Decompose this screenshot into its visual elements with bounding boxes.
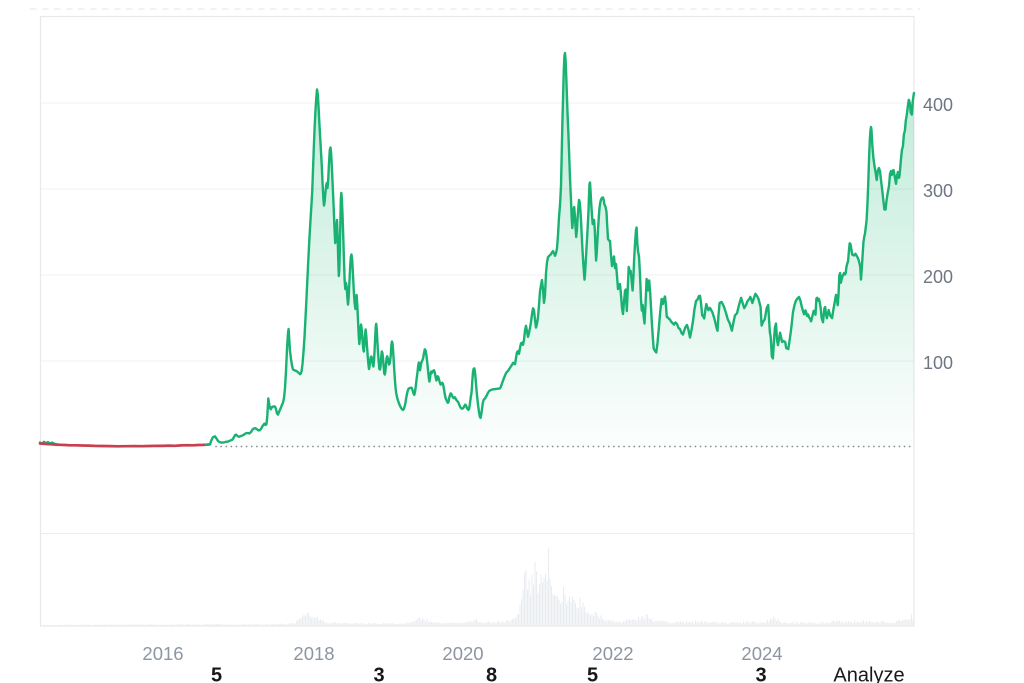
svg-text:2020: 2020 (442, 643, 483, 664)
svg-text:200: 200 (923, 267, 953, 287)
svg-text:400: 400 (923, 95, 953, 115)
svg-text:8: 8 (486, 665, 497, 683)
svg-text:5: 5 (211, 665, 222, 683)
svg-text:3: 3 (755, 665, 766, 683)
svg-text:2018: 2018 (293, 643, 334, 664)
svg-text:2016: 2016 (142, 643, 183, 664)
svg-text:3: 3 (373, 665, 384, 683)
svg-text:Analyze: Analyze (833, 665, 904, 683)
svg-text:2024: 2024 (741, 643, 782, 664)
svg-text:5: 5 (587, 665, 598, 683)
svg-text:300: 300 (923, 181, 953, 201)
svg-text:2022: 2022 (592, 643, 633, 664)
svg-text:100: 100 (923, 353, 953, 373)
